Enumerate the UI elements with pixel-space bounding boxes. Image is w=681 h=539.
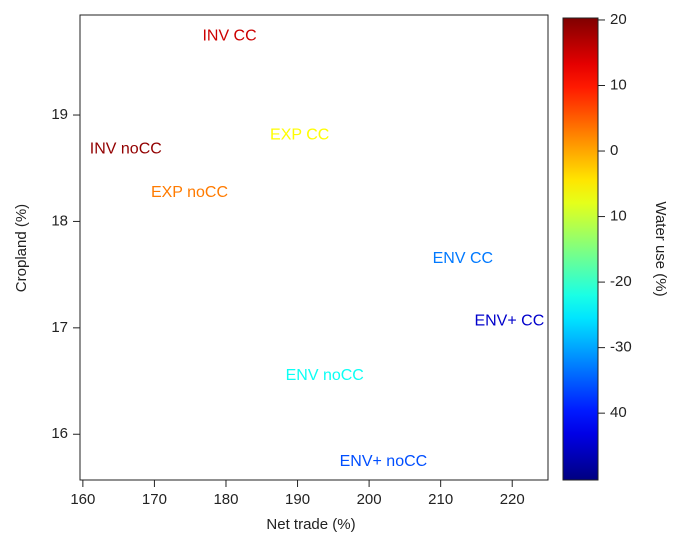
point-label: INV noCC [90,140,162,157]
y-tick-label: 19 [51,106,68,123]
colorbar-tick-label: 10 [610,208,627,225]
colorbar-tick-label: 20 [610,11,627,28]
point-label: ENV noCC [286,367,364,384]
colorbar [562,17,599,481]
colorbar-tick-label: 10 [610,76,627,93]
y-axis-label: Cropland (%) [13,204,30,292]
colorbar-tick-label: 0 [610,142,618,159]
y-tick-label: 18 [51,212,68,229]
x-axis-label: Net trade (%) [266,516,355,533]
y-tick-label: 17 [51,319,68,336]
point-label: INV CC [202,28,256,45]
point-label: ENV+ CC [474,313,544,330]
x-tick-label: 170 [142,491,167,508]
colorbar-tick-label: -20 [610,273,632,290]
point-label: ENV+ noCC [340,453,428,470]
colorbar-tick-label: -30 [610,339,632,356]
y-tick-label: 16 [51,425,68,442]
colorbar-tick-label: 40 [610,404,627,421]
x-tick-label: 180 [213,491,238,508]
point-label: ENV CC [433,250,493,267]
plot-frame [79,14,549,481]
x-tick-label: 160 [70,491,95,508]
x-tick-label: 190 [285,491,310,508]
point-label: EXP noCC [151,184,228,201]
x-tick-label: 210 [428,491,453,508]
x-tick-label: 200 [357,491,382,508]
colorbar-label: Water use (%) [652,201,669,296]
point-label: EXP CC [270,126,329,143]
x-tick-label: 220 [500,491,525,508]
